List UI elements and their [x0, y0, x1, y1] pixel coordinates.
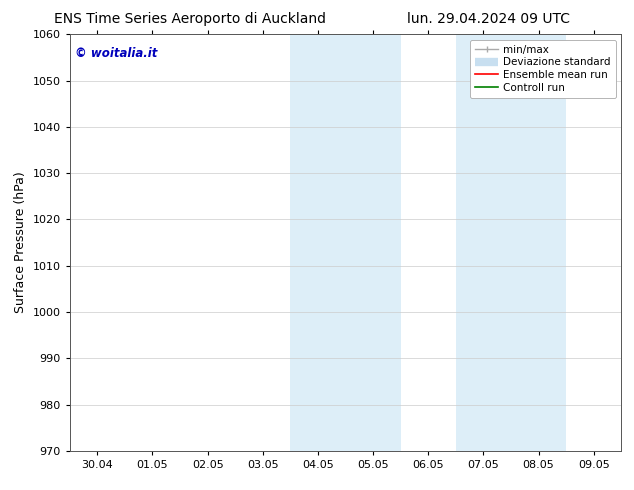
Y-axis label: Surface Pressure (hPa): Surface Pressure (hPa) — [14, 172, 27, 314]
Bar — [456, 34, 566, 451]
Legend: min/max, Deviazione standard, Ensemble mean run, Controll run: min/max, Deviazione standard, Ensemble m… — [470, 40, 616, 98]
Text: ENS Time Series Aeroporto di Auckland: ENS Time Series Aeroporto di Auckland — [54, 12, 327, 26]
Bar — [290, 34, 401, 451]
Text: lun. 29.04.2024 09 UTC: lun. 29.04.2024 09 UTC — [406, 12, 570, 26]
Text: © woitalia.it: © woitalia.it — [75, 47, 158, 60]
